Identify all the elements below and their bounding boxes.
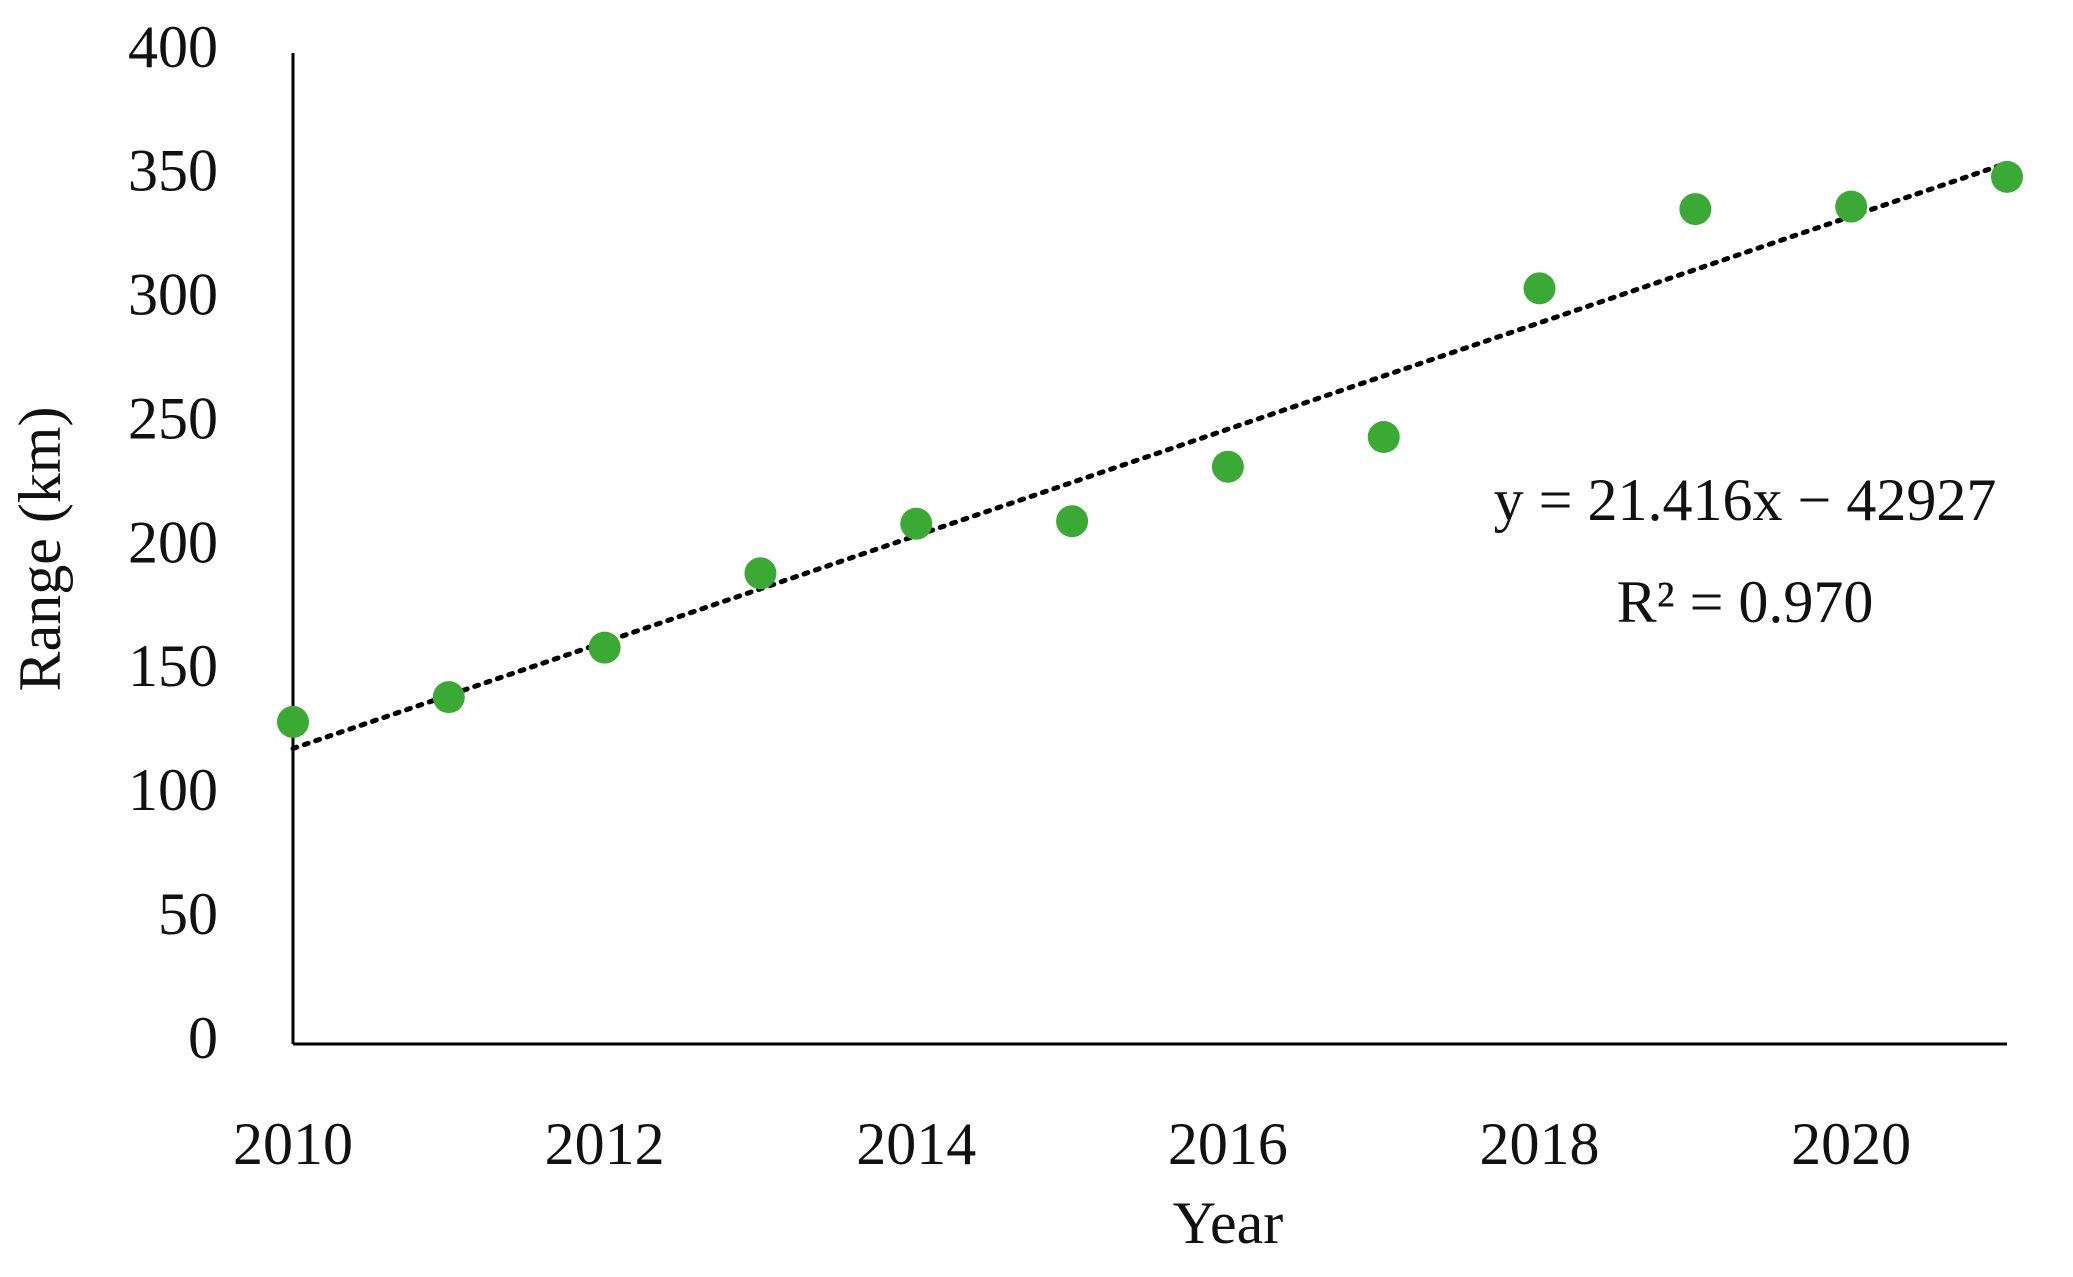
- point: [432, 681, 465, 714]
- y-tick-label: 100: [128, 757, 218, 823]
- point: [588, 631, 621, 664]
- point: [1991, 160, 2023, 193]
- r2-annotation: R² = 0.970: [1617, 569, 1874, 635]
- point: [1367, 421, 1400, 454]
- y-tick-label: 50: [158, 881, 218, 947]
- x-tick-label: 2016: [1168, 1111, 1288, 1177]
- y-tick-label: 250: [128, 385, 218, 451]
- point: [1679, 193, 1712, 226]
- y-tick-label: 200: [128, 509, 218, 575]
- x-tick-label: 2012: [545, 1111, 665, 1177]
- y-axis-title: Range (km): [7, 407, 73, 692]
- trendline: [290, 160, 2010, 751]
- y-tick-label: 300: [128, 262, 218, 328]
- point: [277, 705, 309, 738]
- y-tick-label: 350: [128, 138, 218, 204]
- point: [1056, 505, 1089, 538]
- point: [1211, 450, 1244, 483]
- point: [744, 557, 777, 590]
- x-tick-label: 2010: [233, 1111, 353, 1177]
- point: [900, 507, 933, 540]
- point: [1523, 272, 1556, 305]
- x-tick-label: 2020: [1791, 1111, 1911, 1177]
- equation-annotation: y = 21.416x − 42927: [1494, 467, 1997, 533]
- y-tick-label: 400: [128, 14, 218, 80]
- x-tick-label: 2014: [856, 1111, 976, 1177]
- x-axis-title: Year: [1173, 1190, 1284, 1256]
- y-tick-label: 150: [128, 633, 218, 699]
- x-tick-label: 2018: [1480, 1111, 1600, 1177]
- point: [1835, 190, 1868, 223]
- y-tick-label: 0: [188, 1005, 218, 1071]
